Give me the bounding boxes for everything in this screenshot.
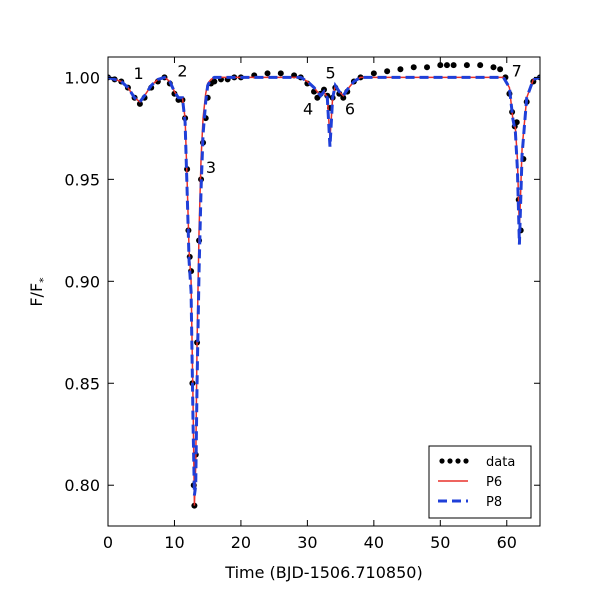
y-axis-label-sub: *: [37, 277, 50, 283]
data-point: [277, 70, 284, 77]
transit-label: 2: [177, 61, 187, 80]
y-tick-label: 1.00: [64, 68, 100, 87]
data-point: [437, 62, 444, 69]
legend-marker-data: [439, 458, 445, 464]
data-point: [477, 62, 484, 69]
transit-label: 3: [206, 158, 216, 177]
data-point: [314, 94, 321, 101]
data-point: [384, 68, 391, 75]
x-tick-label: 20: [231, 533, 251, 552]
x-tick-label: 30: [297, 533, 317, 552]
legend-label: P8: [486, 495, 502, 510]
data-point: [490, 64, 497, 71]
y-tick-label: 0.80: [64, 476, 100, 495]
data-point: [463, 62, 470, 69]
data-point: [450, 62, 457, 69]
y-tick-label: 0.95: [64, 170, 100, 189]
y-tick-label: 0.90: [64, 272, 100, 291]
data-point: [211, 78, 218, 85]
legend: data P6 P8: [428, 445, 532, 519]
data-point: [424, 64, 431, 71]
data-point: [497, 66, 504, 73]
legend-marker-data: [463, 458, 469, 464]
data-point: [264, 70, 271, 77]
tick-layer: 0 10 20 30 40 50 60 0.80 0.85 0.90 0.95 1.00: [64, 57, 540, 552]
legend-label: P6: [486, 475, 502, 490]
transit-label: 4: [303, 99, 313, 118]
axes-frame: [107, 56, 541, 527]
y-axis-label-main: F/F: [27, 283, 46, 307]
data-point: [136, 100, 143, 107]
transit-label: 5: [326, 64, 336, 83]
transit-label: 6: [345, 99, 355, 118]
x-tick-label: 60: [497, 533, 517, 552]
x-tick-label: 10: [164, 533, 184, 552]
series-layer: [108, 62, 540, 509]
data-point: [443, 62, 450, 69]
legend-marker-data: [455, 458, 461, 464]
data-point: [410, 64, 417, 71]
x-tick-label: 50: [430, 533, 450, 552]
data-point: [397, 66, 404, 73]
y-tick-label: 0.85: [64, 374, 100, 393]
y-axis-label: F/F*: [27, 277, 50, 307]
x-tick-label: 40: [364, 533, 384, 552]
annotation-layer: 1 2 3 456 7: [133, 61, 521, 176]
legend-marker-data: [447, 458, 453, 464]
x-axis-label: Time (BJD-1506.710850): [224, 563, 422, 582]
x-tick-label: 0: [103, 533, 113, 552]
legend-box: [428, 445, 532, 519]
legend-label: data: [486, 455, 515, 470]
series-line-p8: [108, 75, 540, 496]
data-point: [370, 70, 377, 77]
data-point: [340, 94, 347, 101]
transit-label: 7: [512, 62, 522, 81]
transit-label: 1: [133, 64, 143, 83]
